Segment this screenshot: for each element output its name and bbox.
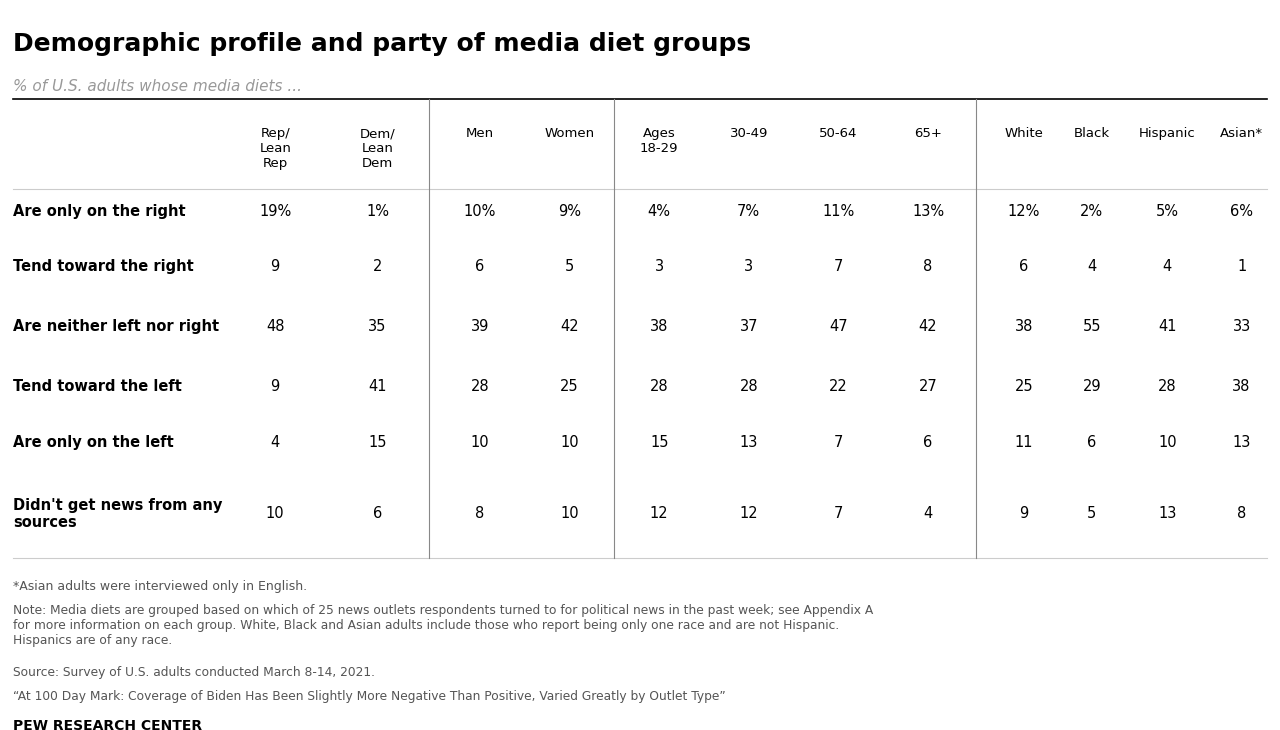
Text: 8: 8	[475, 507, 485, 521]
Text: “At 100 Day Mark: Coverage of Biden Has Been Slightly More Negative Than Positiv: “At 100 Day Mark: Coverage of Biden Has …	[13, 690, 726, 703]
Text: Dem/
Lean
Dem: Dem/ Lean Dem	[360, 127, 396, 170]
Text: 9: 9	[270, 379, 280, 393]
Text: 28: 28	[1158, 379, 1176, 393]
Text: 38: 38	[650, 318, 668, 334]
Text: 10: 10	[1158, 435, 1176, 450]
Text: 19%: 19%	[259, 204, 292, 219]
Text: 11: 11	[1015, 435, 1033, 450]
Text: 15: 15	[650, 435, 668, 450]
Text: Note: Media diets are grouped based on which of 25 news outlets respondents turn: Note: Media diets are grouped based on w…	[13, 604, 873, 647]
Text: 6: 6	[372, 507, 383, 521]
Text: 10: 10	[561, 435, 579, 450]
Text: 42: 42	[561, 318, 579, 334]
Text: 12: 12	[650, 507, 668, 521]
Text: 7: 7	[833, 507, 844, 521]
Text: Tend toward the left: Tend toward the left	[13, 379, 182, 393]
Text: 22: 22	[829, 379, 847, 393]
Text: 30-49: 30-49	[730, 127, 768, 140]
Text: 37: 37	[740, 318, 758, 334]
Text: 28: 28	[650, 379, 668, 393]
Text: 4: 4	[923, 507, 933, 521]
Text: 5: 5	[564, 258, 575, 274]
Text: Didn't get news from any
sources: Didn't get news from any sources	[13, 498, 223, 530]
Text: 42: 42	[919, 318, 937, 334]
Text: 35: 35	[369, 318, 387, 334]
Text: Are only on the left: Are only on the left	[13, 435, 174, 450]
Text: White: White	[1005, 127, 1043, 140]
Text: 4%: 4%	[648, 204, 671, 219]
Text: Women: Women	[544, 127, 595, 140]
Text: 8: 8	[923, 258, 933, 274]
Text: 1: 1	[1236, 258, 1247, 274]
Text: Ages
18-29: Ages 18-29	[640, 127, 678, 155]
Text: 4: 4	[1162, 258, 1172, 274]
Text: 41: 41	[369, 379, 387, 393]
Text: 65+: 65+	[914, 127, 942, 140]
Text: 28: 28	[740, 379, 758, 393]
Text: 15: 15	[369, 435, 387, 450]
Text: 4: 4	[1087, 258, 1097, 274]
Text: 10: 10	[266, 507, 284, 521]
Text: Rep/
Lean
Rep: Rep/ Lean Rep	[260, 127, 291, 170]
Text: 13%: 13%	[911, 204, 945, 219]
Text: 9: 9	[1019, 507, 1029, 521]
Text: 12: 12	[740, 507, 758, 521]
Text: 10%: 10%	[463, 204, 497, 219]
Text: Hispanic: Hispanic	[1139, 127, 1196, 140]
Text: 3: 3	[654, 258, 664, 274]
Text: 28: 28	[471, 379, 489, 393]
Text: Are neither left nor right: Are neither left nor right	[13, 318, 219, 334]
Text: 6%: 6%	[1230, 204, 1253, 219]
Text: 9%: 9%	[558, 204, 581, 219]
Text: Men: Men	[466, 127, 494, 140]
Text: *Asian adults were interviewed only in English.: *Asian adults were interviewed only in E…	[13, 580, 307, 593]
Text: 5: 5	[1087, 507, 1097, 521]
Text: Asian*: Asian*	[1220, 127, 1263, 140]
Text: 27: 27	[919, 379, 937, 393]
Text: 25: 25	[1015, 379, 1033, 393]
Text: % of U.S. adults whose media diets ...: % of U.S. adults whose media diets ...	[13, 79, 302, 94]
Text: Tend toward the right: Tend toward the right	[13, 258, 193, 274]
Text: 38: 38	[1015, 318, 1033, 334]
Text: 2%: 2%	[1080, 204, 1103, 219]
Text: 12%: 12%	[1007, 204, 1041, 219]
Text: 7%: 7%	[737, 204, 760, 219]
Text: 1%: 1%	[366, 204, 389, 219]
Text: Black: Black	[1074, 127, 1110, 140]
Text: Demographic profile and party of media diet groups: Demographic profile and party of media d…	[13, 32, 751, 55]
Text: PEW RESEARCH CENTER: PEW RESEARCH CENTER	[13, 718, 202, 730]
Text: 47: 47	[829, 318, 847, 334]
Text: 6: 6	[475, 258, 485, 274]
Text: 6: 6	[1087, 435, 1097, 450]
Text: Source: Survey of U.S. adults conducted March 8-14, 2021.: Source: Survey of U.S. adults conducted …	[13, 666, 375, 680]
Text: 41: 41	[1158, 318, 1176, 334]
Text: 10: 10	[471, 435, 489, 450]
Text: Are only on the right: Are only on the right	[13, 204, 186, 219]
Text: 8: 8	[1236, 507, 1247, 521]
Text: 3: 3	[744, 258, 754, 274]
Text: 2: 2	[372, 258, 383, 274]
Text: 33: 33	[1233, 318, 1251, 334]
Text: 10: 10	[561, 507, 579, 521]
Text: 55: 55	[1083, 318, 1101, 334]
Text: 4: 4	[270, 435, 280, 450]
Text: 6: 6	[1019, 258, 1029, 274]
Text: 29: 29	[1083, 379, 1101, 393]
Text: 38: 38	[1233, 379, 1251, 393]
Text: 13: 13	[1233, 435, 1251, 450]
Text: 5%: 5%	[1156, 204, 1179, 219]
Text: 7: 7	[833, 435, 844, 450]
Text: 9: 9	[270, 258, 280, 274]
Text: 13: 13	[740, 435, 758, 450]
Text: 39: 39	[471, 318, 489, 334]
Text: 11%: 11%	[822, 204, 855, 219]
Text: 50-64: 50-64	[819, 127, 858, 140]
Text: 13: 13	[1158, 507, 1176, 521]
Text: 7: 7	[833, 258, 844, 274]
Text: 25: 25	[561, 379, 579, 393]
Text: 48: 48	[266, 318, 284, 334]
Text: 6: 6	[923, 435, 933, 450]
